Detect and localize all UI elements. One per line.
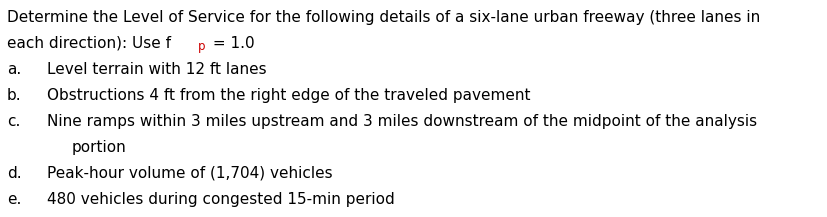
Text: e.: e. bbox=[7, 192, 22, 207]
Text: Peak-hour volume of (1,704) vehicles: Peak-hour volume of (1,704) vehicles bbox=[47, 166, 332, 181]
Text: portion: portion bbox=[72, 140, 127, 155]
Text: d.: d. bbox=[7, 166, 22, 181]
Text: Level terrain with 12 ft lanes: Level terrain with 12 ft lanes bbox=[47, 62, 266, 77]
Text: = 1.0: = 1.0 bbox=[208, 36, 255, 51]
Text: p: p bbox=[198, 40, 205, 53]
Text: each direction): Use f: each direction): Use f bbox=[7, 36, 171, 51]
Text: c.: c. bbox=[7, 114, 21, 129]
Text: a.: a. bbox=[7, 62, 22, 77]
Text: 480 vehicles during congested 15-min period: 480 vehicles during congested 15-min per… bbox=[47, 192, 394, 207]
Text: Obstructions 4 ft from the right edge of the traveled pavement: Obstructions 4 ft from the right edge of… bbox=[47, 88, 530, 103]
Text: Nine ramps within 3 miles upstream and 3 miles downstream of the midpoint of the: Nine ramps within 3 miles upstream and 3… bbox=[47, 114, 758, 129]
Text: Determine the Level of Service for the following details of a six-lane urban fre: Determine the Level of Service for the f… bbox=[7, 10, 760, 25]
Text: b.: b. bbox=[7, 88, 22, 103]
